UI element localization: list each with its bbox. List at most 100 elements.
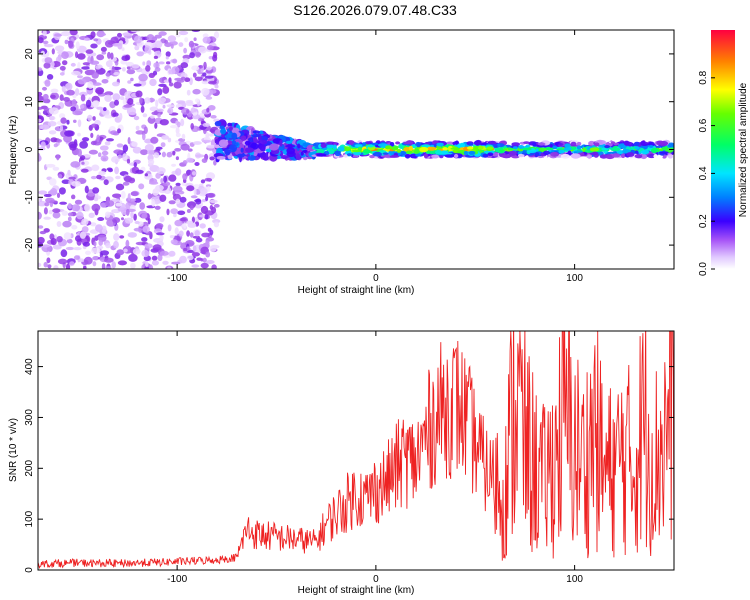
heatmap-cell: [224, 148, 231, 156]
heatmap-cell: [244, 140, 251, 146]
heatmap-cell: [90, 132, 94, 138]
heatmap-cell: [508, 150, 517, 156]
heatmap-cell: [202, 72, 207, 77]
heatmap-cell: [133, 213, 137, 221]
heatmap-cell: [169, 125, 179, 129]
heatmap-cell: [219, 125, 225, 129]
heatmap-cell: [66, 89, 75, 96]
heatmap-cell: [209, 245, 217, 252]
heatmap-cell: [362, 142, 367, 147]
spectrogram-x-tick-label: 0: [373, 273, 379, 284]
heatmap-cell: [259, 144, 266, 152]
heatmap-cell: [38, 95, 45, 102]
heatmap-cell: [61, 85, 66, 93]
heatmap-cell: [144, 97, 151, 104]
colorbar-tick-label: 0.8: [698, 70, 709, 84]
heatmap-cell: [185, 101, 194, 106]
heatmap-cell: [668, 142, 674, 148]
colorbar-tick-label: 0.2: [698, 214, 709, 228]
heatmap-cell: [105, 242, 111, 249]
heatmap-cell: [71, 180, 81, 187]
heatmap-cell: [463, 150, 468, 156]
heatmap-cell: [281, 155, 288, 160]
heatmap-cell: [121, 47, 125, 51]
heatmap-cell: [209, 199, 218, 204]
heatmap-cell: [138, 73, 148, 82]
heatmap-cell: [82, 62, 90, 66]
heatmap-cell: [141, 213, 148, 219]
heatmap-cell: [165, 51, 171, 57]
heatmap-cell: [111, 65, 115, 74]
heatmap-cell: [74, 199, 83, 205]
heatmap-cell: [50, 238, 57, 246]
heatmap-cell: [85, 49, 94, 54]
heatmap-cell: [442, 147, 448, 151]
heatmap-cell: [77, 53, 86, 60]
heatmap-cell: [50, 94, 56, 99]
heatmap-cell: [75, 235, 82, 242]
heatmap-cell: [147, 192, 152, 200]
heatmap-cell: [48, 107, 59, 115]
heatmap-cell: [90, 175, 97, 180]
heatmap-cell: [227, 122, 233, 127]
heatmap-cell: [334, 150, 342, 154]
heatmap-cell: [155, 146, 163, 150]
heatmap-cell: [389, 155, 400, 158]
heatmap-cell: [158, 83, 167, 87]
heatmap-cell: [62, 220, 72, 228]
colorbar-gradient: [711, 30, 735, 269]
heatmap-cell: [419, 146, 429, 153]
heatmap-cell: [109, 126, 116, 132]
heatmap-cell: [332, 144, 337, 150]
heatmap-cell: [41, 244, 50, 248]
heatmap-cell: [435, 149, 443, 155]
heatmap-cell: [406, 150, 413, 155]
heatmap-cell: [38, 200, 47, 207]
heatmap-cell: [151, 111, 159, 116]
heatmap-cell: [206, 144, 216, 149]
heatmap-cell: [96, 106, 104, 110]
heatmap-cell: [45, 163, 56, 168]
heatmap-cell: [423, 153, 428, 159]
heatmap-cell: [162, 260, 169, 265]
heatmap-cell: [124, 217, 134, 224]
heatmap-cell: [72, 110, 83, 116]
heatmap-cell: [343, 154, 348, 158]
heatmap-cell: [378, 143, 388, 148]
heatmap-cell: [408, 145, 413, 151]
heatmap-cell: [58, 187, 66, 195]
colorbar-label: Normalized spectral amplitude: [738, 82, 749, 217]
heatmap-cell: [122, 181, 130, 186]
heatmap-cell: [176, 79, 185, 83]
heatmap-cell: [53, 143, 58, 148]
heatmap-cell: [115, 175, 121, 180]
heatmap-cell: [174, 227, 179, 235]
heatmap-cell: [178, 230, 184, 237]
heatmap-cell: [82, 241, 90, 247]
heatmap-cell: [39, 230, 47, 235]
heatmap-cell: [130, 210, 134, 219]
heatmap-cell: [206, 66, 212, 71]
heatmap-cell: [127, 137, 131, 145]
heatmap-cell: [570, 146, 577, 151]
heatmap-cell: [404, 154, 412, 157]
heatmap-cell: [570, 141, 577, 147]
heatmap-cell: [667, 154, 674, 159]
heatmap-cell: [66, 119, 70, 125]
heatmap-cell: [158, 31, 167, 36]
heatmap-cell: [199, 223, 206, 229]
heatmap-cell: [195, 154, 205, 158]
heatmap-cell: [95, 89, 103, 94]
heatmap-cell: [171, 67, 175, 75]
heatmap-cell: [85, 250, 91, 255]
heatmap-cell: [213, 160, 217, 166]
heatmap-cell: [204, 210, 215, 216]
heatmap-cell: [186, 109, 190, 114]
heatmap-cell: [193, 141, 202, 145]
heatmap-cell: [89, 60, 100, 65]
heatmap-cell: [279, 139, 283, 147]
heatmap-cell: [250, 127, 255, 136]
heatmap-cell: [63, 232, 72, 240]
spectrogram-y-tick-label: 10: [24, 96, 35, 108]
heatmap-cell: [61, 60, 68, 66]
